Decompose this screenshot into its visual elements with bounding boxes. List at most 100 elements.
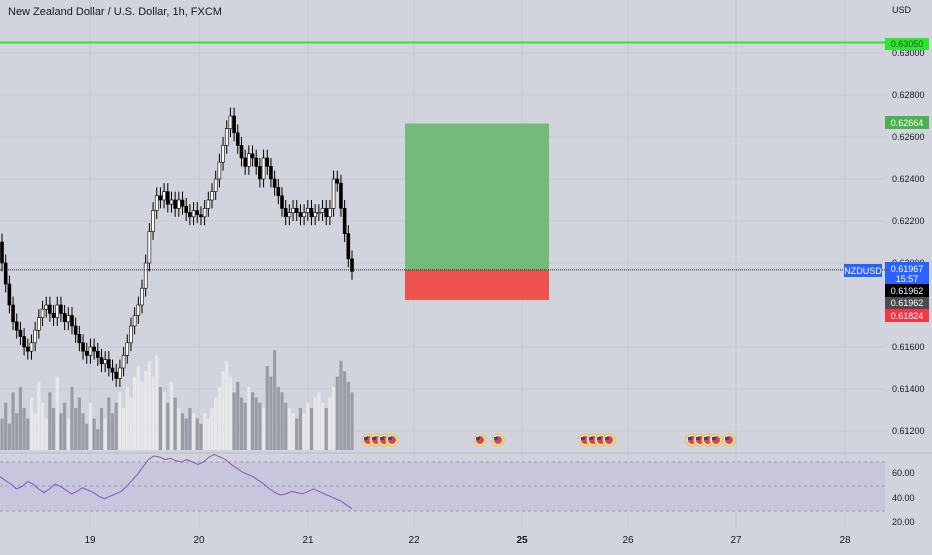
volume-bar <box>324 408 328 450</box>
candle-body <box>103 359 107 365</box>
volume-bar <box>133 376 137 450</box>
volume-bar <box>328 397 332 450</box>
volume-bar <box>350 392 354 450</box>
candle-body <box>95 350 100 358</box>
volume-bar <box>346 381 350 450</box>
symbol-tag: NZDUSD <box>844 264 882 277</box>
candle-body <box>169 199 174 205</box>
volume-bar <box>210 408 214 450</box>
time-axis[interactable]: 19 20 21 22 25 26 27 28 <box>84 535 851 546</box>
volume-bar <box>22 408 26 450</box>
candle-body <box>258 166 262 180</box>
candle-body <box>221 145 225 163</box>
candle-body <box>107 359 111 369</box>
volume-bar <box>284 402 288 450</box>
candle-body <box>202 208 207 218</box>
candle-body <box>302 212 306 218</box>
candle-body <box>118 367 122 379</box>
candle-body <box>350 258 354 272</box>
current-price-text: 0.61967 <box>891 264 924 274</box>
volume-bar <box>7 423 11 450</box>
volume-bar <box>155 355 159 450</box>
target-zone[interactable] <box>405 123 549 270</box>
candle-body <box>228 115 233 129</box>
candle-body <box>151 210 155 232</box>
candle-body <box>125 342 130 356</box>
candle-body <box>324 208 329 218</box>
candle-body <box>291 208 295 213</box>
volume-bar <box>136 366 140 450</box>
volume-bar <box>239 397 244 450</box>
candle-body <box>331 178 336 209</box>
volume-bar <box>96 429 100 450</box>
candle-body <box>70 315 74 327</box>
gray-price-text: 0.61962 <box>891 298 924 308</box>
us-flag-canton-icon <box>688 437 692 440</box>
target-tag-text: 0.62664 <box>891 118 924 128</box>
candle-body <box>250 153 255 159</box>
volume-bar <box>180 413 185 450</box>
volume-bar <box>147 360 151 450</box>
candle-body <box>180 199 185 207</box>
candle-body <box>37 317 41 331</box>
candle-body <box>342 208 347 234</box>
volume-bar <box>114 402 118 450</box>
volume-bar <box>11 392 15 450</box>
us-flag-canton-icon <box>696 437 700 440</box>
candle-body <box>11 304 15 323</box>
candle-body <box>261 157 266 180</box>
volume-bar <box>247 387 251 450</box>
candle-body <box>265 157 270 167</box>
volume-bar <box>199 423 203 450</box>
volume-bar <box>306 402 310 450</box>
event-icons[interactable] <box>361 433 736 447</box>
volume-bar <box>15 413 19 450</box>
volume-bar <box>276 387 280 450</box>
volume-bar <box>77 397 81 450</box>
candle-body <box>88 346 93 356</box>
candle-body <box>213 178 218 192</box>
candle-body <box>269 166 273 180</box>
candle-body <box>224 128 229 146</box>
price-axis-label: 0.61600 <box>892 342 925 352</box>
volume-bar <box>162 392 166 450</box>
candle-body <box>73 325 78 335</box>
volume-bar <box>295 418 299 450</box>
candle-body <box>140 287 144 306</box>
us-flag-canton-icon <box>380 437 384 440</box>
volume-bar <box>195 418 199 450</box>
volume-bar <box>48 392 52 450</box>
candle-body <box>188 212 192 218</box>
volume-bar <box>26 418 30 450</box>
candle-body <box>339 182 343 209</box>
volume-bar <box>335 376 339 450</box>
volume-bar <box>184 418 188 450</box>
candle-body <box>328 208 332 218</box>
rsi-line[interactable] <box>0 454 353 510</box>
volume-bar <box>343 371 347 450</box>
volume-bar <box>317 392 321 450</box>
candle-body <box>191 210 196 218</box>
volume-bar <box>59 413 63 450</box>
candle-body <box>132 315 137 327</box>
candle-body <box>158 195 163 201</box>
volume-bar <box>158 387 163 450</box>
candle-body <box>210 191 214 201</box>
price-axis-label: 0.62200 <box>892 216 925 226</box>
black-price-tag: 0.61962 <box>885 284 929 297</box>
candle-body <box>25 346 30 352</box>
stop-zone[interactable] <box>405 269 549 300</box>
time-axis-label: 25 <box>516 535 528 546</box>
candle-body <box>154 195 159 211</box>
candle-body <box>217 161 222 180</box>
candle-body <box>22 336 26 348</box>
volume-bar <box>298 408 303 450</box>
volume-bar <box>129 397 133 450</box>
candle-body <box>206 199 211 209</box>
candle-body <box>92 346 96 352</box>
candles[interactable] <box>0 107 354 387</box>
time-axis-label: 26 <box>622 535 634 546</box>
candle-body <box>254 157 259 167</box>
